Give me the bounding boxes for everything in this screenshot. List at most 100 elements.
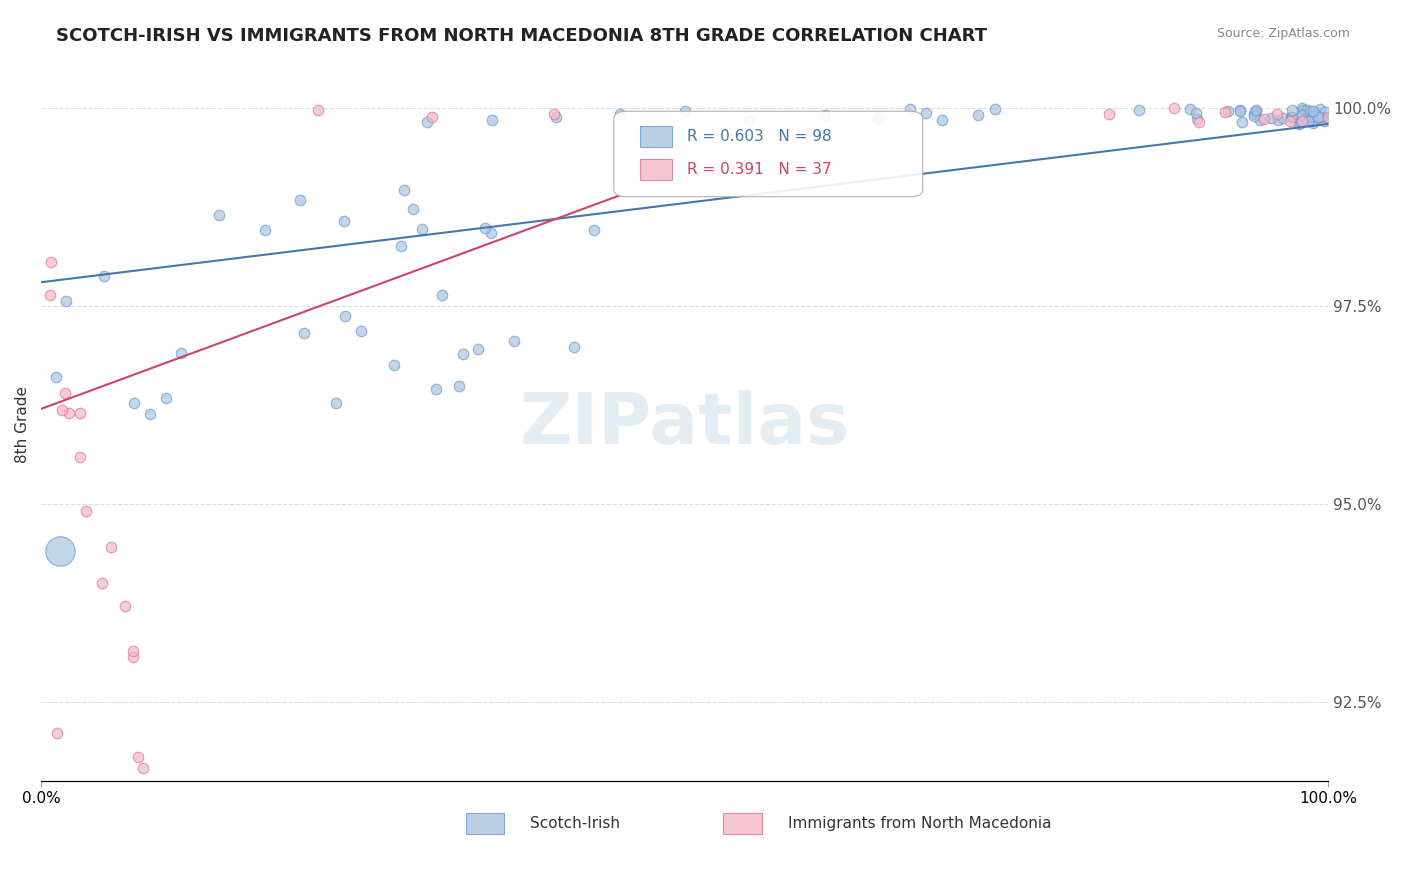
Text: Scotch-Irish: Scotch-Irish [530, 816, 620, 831]
Point [1317, 110, 1340, 124]
FancyBboxPatch shape [640, 159, 672, 180]
Point [149, 790, 172, 805]
Point [1188, 114, 1211, 128]
Y-axis label: 8th Grade: 8th Grade [15, 386, 30, 463]
Point [673, 103, 696, 118]
Point [1229, 103, 1251, 118]
Point [898, 102, 921, 116]
Point [582, 223, 605, 237]
Point [481, 112, 503, 127]
Point [1296, 113, 1319, 128]
Point [389, 238, 412, 252]
Point [55, 293, 77, 308]
Point [122, 650, 145, 665]
Point [333, 310, 356, 324]
Point [1278, 113, 1301, 128]
Point [1213, 105, 1236, 120]
Point [1289, 116, 1312, 130]
Point [1163, 102, 1185, 116]
Point [1185, 106, 1208, 120]
Point [51, 403, 73, 417]
FancyBboxPatch shape [614, 112, 922, 197]
Point [451, 347, 474, 361]
Point [814, 108, 837, 122]
Point [45, 370, 67, 384]
Point [1288, 117, 1310, 131]
Point [41, 255, 63, 269]
Point [1185, 112, 1208, 126]
Point [562, 340, 585, 354]
Point [292, 326, 315, 341]
Point [1128, 103, 1150, 117]
Point [1317, 112, 1340, 126]
Point [254, 223, 277, 237]
Point [1229, 103, 1251, 117]
Point [100, 540, 122, 554]
Point [1299, 107, 1322, 121]
Point [1291, 114, 1313, 128]
Point [155, 391, 177, 405]
Point [503, 334, 526, 349]
Point [983, 102, 1005, 116]
Point [430, 287, 453, 301]
Point [1301, 113, 1323, 128]
Point [402, 202, 425, 216]
Point [392, 183, 415, 197]
Point [544, 110, 567, 124]
Point [49, 544, 72, 558]
Point [53, 386, 76, 401]
Point [132, 761, 155, 775]
Point [121, 644, 143, 658]
Point [325, 396, 347, 410]
Point [931, 113, 953, 128]
Point [1243, 107, 1265, 121]
Point [1244, 103, 1267, 118]
FancyBboxPatch shape [723, 813, 762, 834]
Text: R = 0.603   N = 98: R = 0.603 N = 98 [688, 128, 832, 144]
Point [159, 825, 181, 839]
Point [1298, 110, 1320, 124]
Point [170, 346, 193, 360]
Point [1292, 103, 1315, 118]
Point [1272, 112, 1295, 126]
Point [425, 382, 447, 396]
Point [350, 325, 373, 339]
Point [420, 110, 443, 124]
Point [1299, 103, 1322, 118]
Point [411, 221, 433, 235]
FancyBboxPatch shape [465, 813, 505, 834]
Point [1289, 115, 1312, 129]
Point [1301, 110, 1323, 124]
Point [382, 358, 405, 372]
Point [1230, 115, 1253, 129]
Point [45, 726, 67, 740]
Point [1244, 104, 1267, 119]
Point [58, 406, 80, 420]
Point [1291, 108, 1313, 122]
Point [1308, 111, 1330, 125]
Point [1243, 109, 1265, 123]
Point [1291, 101, 1313, 115]
Text: Immigrants from North Macedonia: Immigrants from North Macedonia [787, 816, 1052, 831]
Point [1260, 111, 1282, 125]
Point [1098, 107, 1121, 121]
Point [124, 395, 146, 409]
Point [1309, 102, 1331, 116]
Point [69, 450, 91, 465]
Point [1309, 110, 1331, 124]
Point [307, 103, 329, 117]
Point [114, 599, 136, 613]
Point [139, 407, 162, 421]
Point [609, 107, 631, 121]
Point [479, 227, 502, 241]
Point [447, 378, 470, 392]
Point [69, 406, 91, 420]
Point [143, 856, 166, 871]
Point [467, 342, 489, 356]
Text: ZIPatlas: ZIPatlas [520, 390, 849, 459]
Point [91, 575, 114, 590]
FancyBboxPatch shape [640, 126, 672, 147]
Point [1302, 104, 1324, 119]
Text: SCOTCH-IRISH VS IMMIGRANTS FROM NORTH MACEDONIA 8TH GRADE CORRELATION CHART: SCOTCH-IRISH VS IMMIGRANTS FROM NORTH MA… [56, 27, 987, 45]
Point [1216, 103, 1239, 118]
